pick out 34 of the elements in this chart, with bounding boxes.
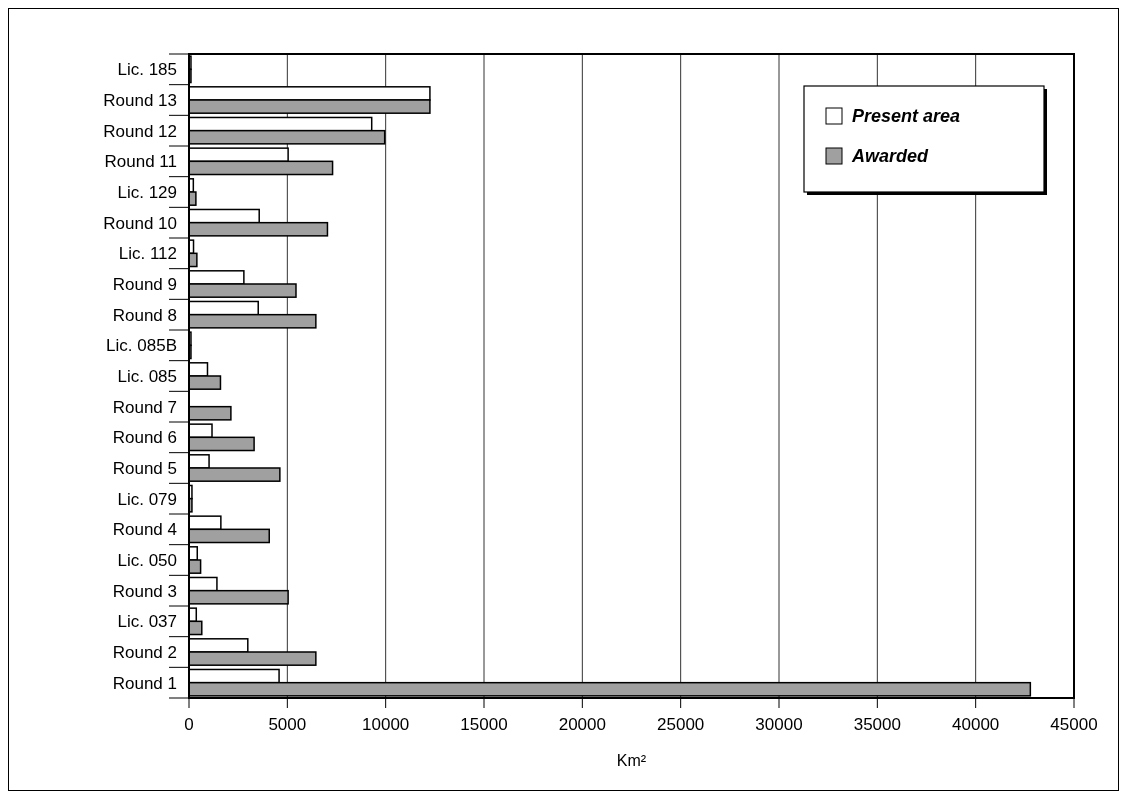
x-tick-label: 30000	[755, 715, 803, 734]
x-tick-label: 15000	[460, 715, 508, 734]
x-tick-label: 45000	[1050, 715, 1098, 734]
x-tick-label: 35000	[853, 715, 901, 734]
y-tick-label: Round 8	[112, 305, 177, 325]
y-tick-label: Round 13	[103, 90, 177, 110]
y-tick-label: Round 1	[112, 673, 177, 693]
x-axis-title: Km²	[616, 752, 647, 769]
x-tick-label: 0	[184, 715, 194, 734]
x-tick-label: 20000	[558, 715, 606, 734]
y-tick-label: Round 2	[112, 642, 177, 662]
x-tick-label: 40000	[952, 715, 1000, 734]
y-tick-label: Lic. 129	[117, 182, 177, 202]
legend-label: Awarded	[851, 146, 930, 166]
y-tick-label: Round 7	[112, 397, 177, 417]
y-tick-label: Round 6	[112, 428, 177, 448]
y-tick-label: Round 11	[104, 152, 177, 172]
x-tick-label: 5000	[268, 715, 307, 734]
y-tick-label: Lic. 050	[117, 550, 177, 570]
y-tick-label: Lic. 085B	[106, 336, 177, 356]
y-tick-label: Round 12	[103, 121, 177, 141]
x-tick-label: 25000	[657, 715, 705, 734]
y-tick-label: Round 9	[112, 274, 177, 294]
y-tick-label: Round 5	[112, 458, 177, 478]
y-tick-label: Lic. 112	[118, 244, 177, 264]
legend-label: Present area	[852, 106, 961, 126]
y-tick-label: Lic. 079	[117, 489, 177, 509]
x-tick-label: 10000	[362, 715, 410, 734]
y-tick-label: Lic. 037	[117, 612, 177, 632]
y-tick-label: Round 10	[103, 213, 177, 233]
y-tick-label: Round 4	[112, 520, 177, 540]
y-tick-label: Lic. 185	[117, 60, 177, 80]
y-tick-label: Lic. 085	[117, 366, 177, 386]
y-tick-label: Round 3	[112, 581, 177, 601]
